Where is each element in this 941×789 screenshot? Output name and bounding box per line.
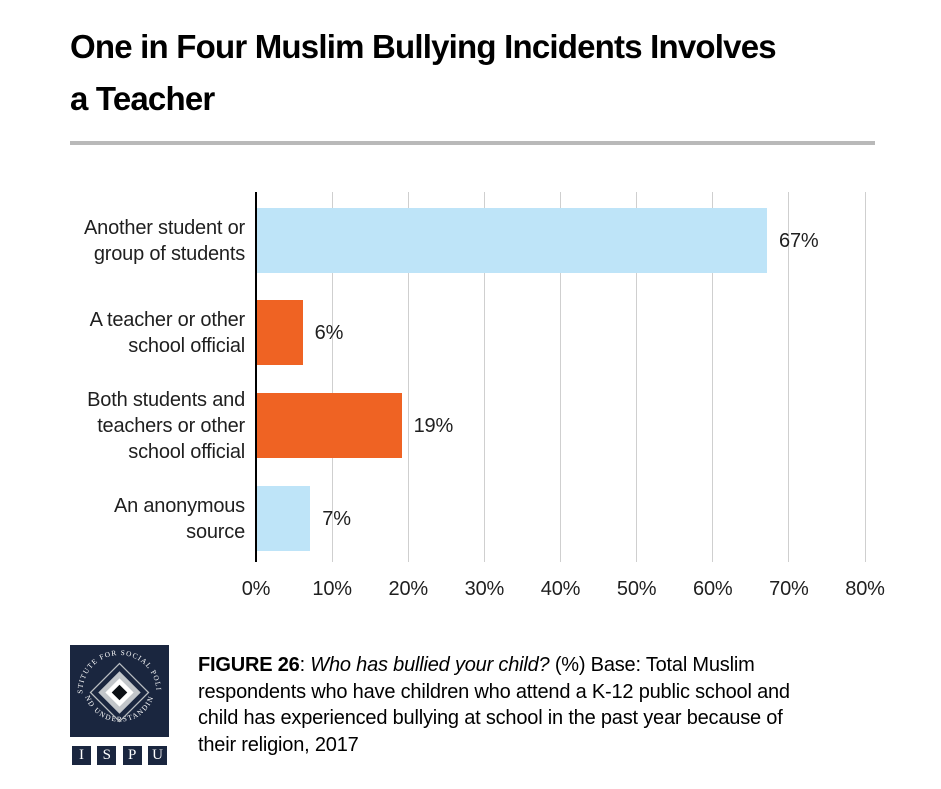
category-label-line: An anonymous	[113, 494, 245, 517]
caption-question: Who has bullied your child?	[310, 654, 550, 676]
caption-figure-label: FIGURE 26	[198, 654, 300, 676]
category-label-3: Both students and teachers or other school…	[45, 387, 245, 465]
y-axis-line	[255, 192, 257, 562]
gridline-20%	[407, 192, 409, 562]
category-label-line: source	[186, 520, 245, 543]
x-tick-label-70%: 70%	[769, 578, 809, 600]
x-tick-label-40%: 40%	[540, 578, 581, 600]
logo-letter-tile-u: U	[145, 744, 169, 767]
bar-value-label-2: 6%	[314, 321, 344, 344]
logo-letter-tile-s: S	[95, 744, 119, 767]
x-tick-label-50%: 50%	[616, 578, 657, 600]
x-tick-label-80%: 80%	[845, 578, 885, 600]
gridline-10%	[331, 192, 333, 562]
category-label-1: Another student or group of students	[45, 215, 245, 267]
logo-letter-tile-p: P	[120, 744, 144, 767]
logo-letter-tile-i: I	[70, 744, 93, 767]
x-tick-label-0%: 0%	[241, 578, 271, 600]
caption-line-2: respondents who have children who attend…	[198, 680, 790, 703]
title-divider	[70, 141, 875, 145]
figure-caption: FIGURE 26: Who has bullied your child? (…	[198, 652, 898, 758]
bar-value-label-4: 7%	[322, 507, 351, 530]
gridline-60%	[712, 192, 714, 562]
x-tick-label-10%: 10%	[312, 578, 352, 600]
bar-value-label-3: 19%	[413, 414, 454, 437]
category-label-2: A teacher or other school official	[45, 307, 246, 359]
gridline-80%	[864, 192, 866, 562]
bar-value-label-1: 67%	[779, 229, 819, 252]
category-label-line: A teacher or other	[89, 308, 246, 331]
category-label-line: group of students	[93, 242, 245, 265]
category-label-line: school official	[128, 440, 245, 463]
category-label-line: Both students and	[87, 388, 245, 411]
page-title-line1: One in Four Muslim Bullying Incidents In…	[70, 28, 777, 65]
category-label-line: teachers or other	[97, 414, 245, 437]
gridline-70%	[788, 192, 790, 562]
category-label-4: An anonymous source	[45, 493, 245, 545]
ispu-logo-emblem: INSTITUTE FOR SOCIAL POLICY AND UNDERSTA…	[67, 638, 169, 737]
gridline-30%	[483, 192, 485, 562]
bar-1	[257, 208, 768, 273]
x-tick-label-30%: 30%	[464, 578, 505, 600]
bar-3	[257, 393, 402, 458]
x-tick-label-60%: 60%	[693, 578, 733, 600]
gridline-40%	[560, 192, 561, 562]
page-title-line2: a Teacher	[70, 80, 215, 117]
gridline-50%	[636, 192, 638, 562]
page-title: One in Four Muslim Bullying Incidents In…	[70, 21, 880, 125]
category-label-line: Another student or	[84, 216, 245, 239]
ispu-logo: INSTITUTE FOR SOCIAL POLICY AND UNDERSTA…	[67, 638, 169, 767]
logo-letter-tiles: I S P U	[70, 744, 169, 767]
bar-2	[257, 300, 303, 365]
caption-line-3: child has experienced bullying at school…	[198, 707, 783, 729]
caption-line-1: FIGURE 26: Who has bullied your child? (…	[198, 654, 755, 676]
caption-line-4: their religion, 2017	[198, 733, 359, 756]
category-label-line: school official	[128, 334, 245, 357]
x-tick-label-20%: 20%	[388, 578, 429, 600]
bar-4	[257, 486, 311, 551]
